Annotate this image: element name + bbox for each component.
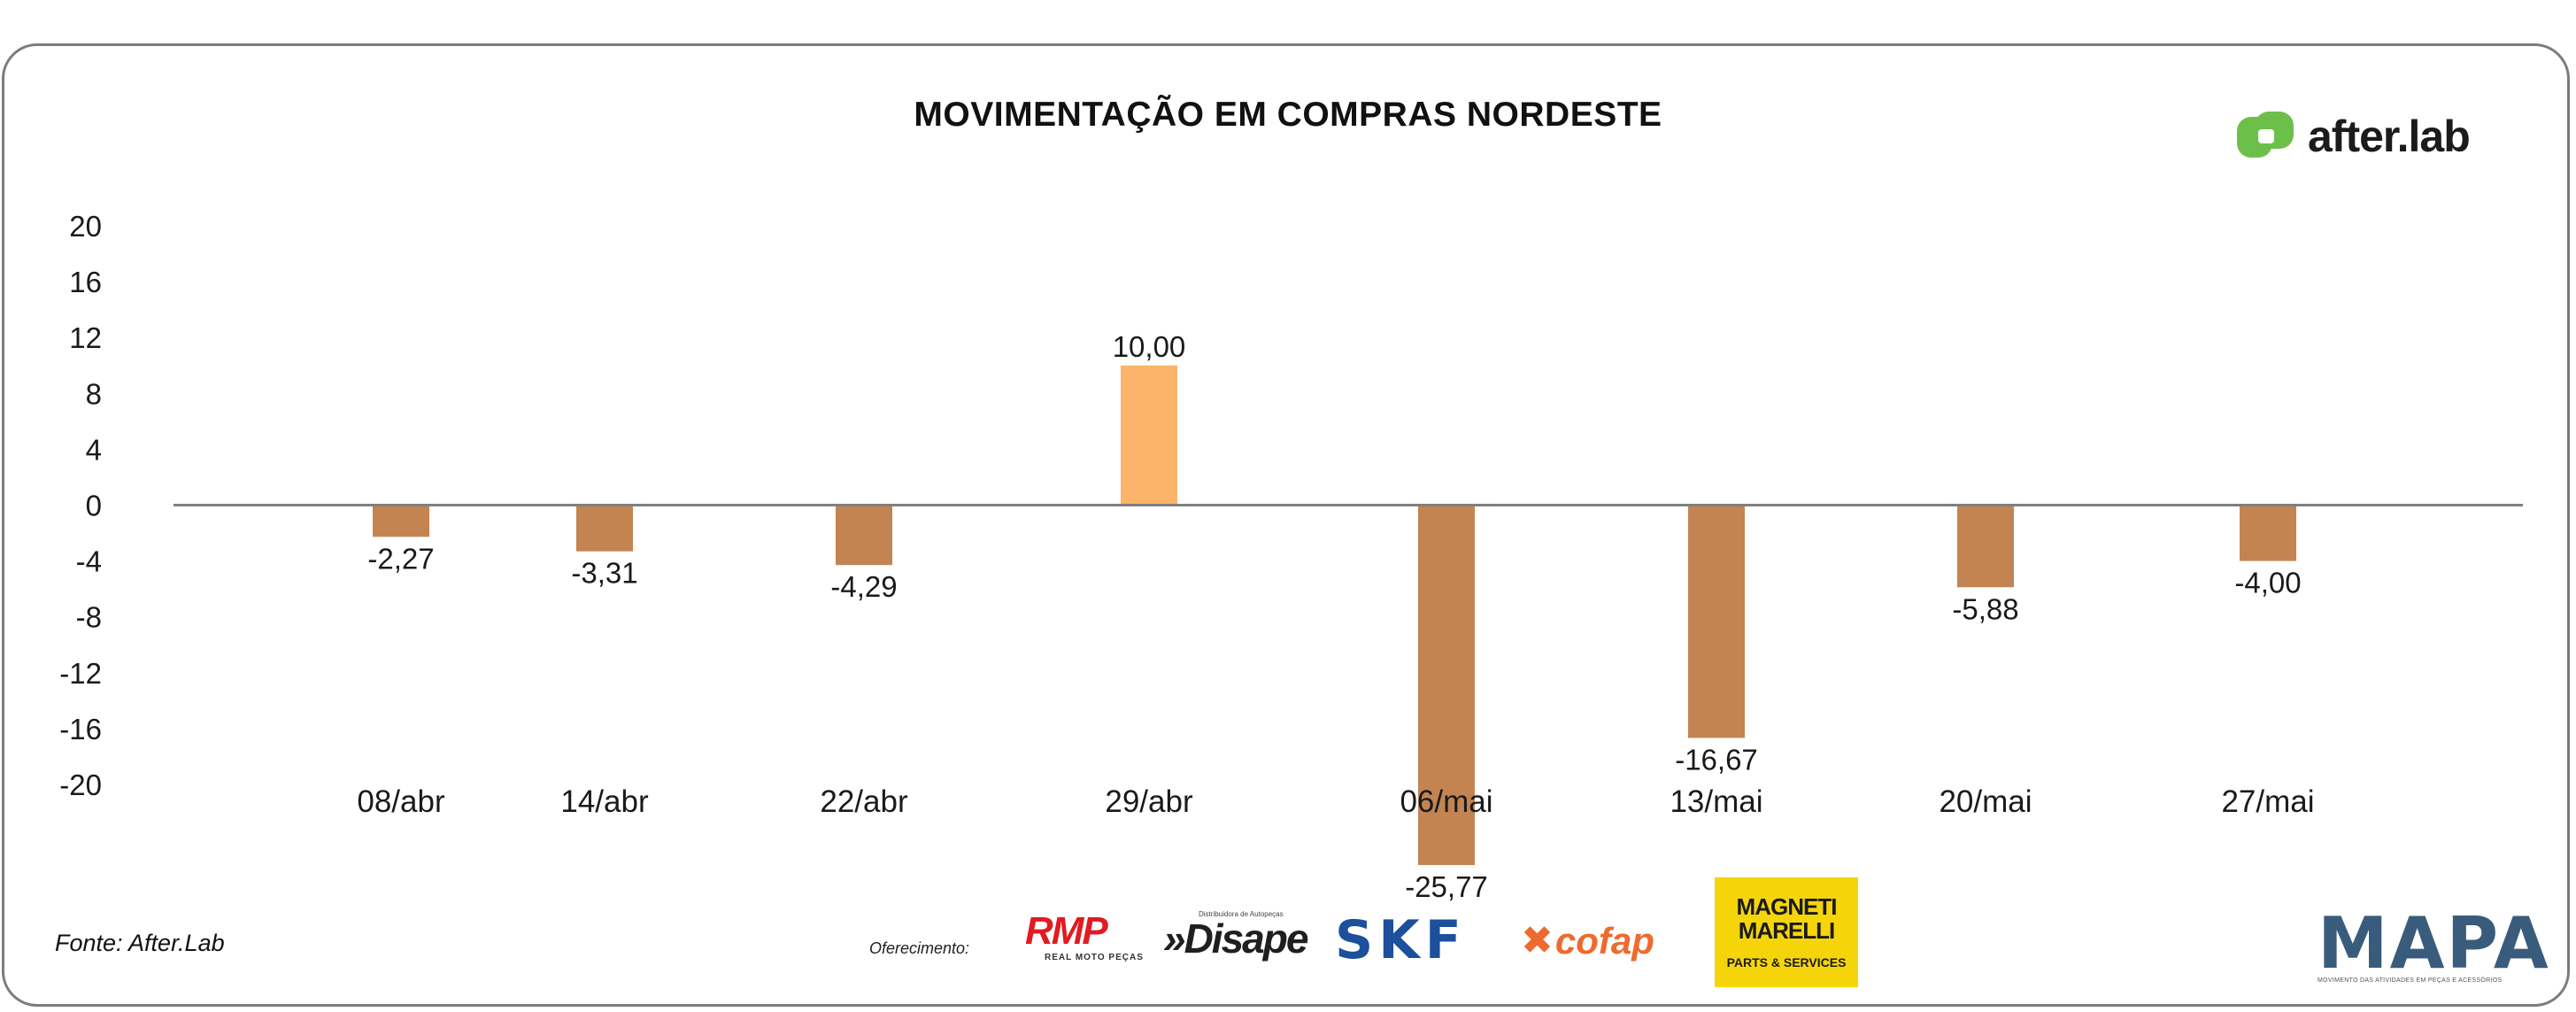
cofap-logo: ✖ cofap	[1521, 919, 1689, 963]
skf-logo-mark: SKF	[1335, 914, 1503, 967]
x-category-label: 14/abr	[560, 784, 649, 819]
x-category-label: 13/mai	[1670, 784, 1762, 819]
y-tick-label: 8	[86, 377, 102, 410]
disape-logo: Distribuidora de Autopeças »Disape	[1163, 910, 1318, 963]
mapa-logo-mark: MAPA	[2318, 910, 2514, 977]
x-category-label: 06/mai	[1400, 784, 1492, 819]
y-tick-label: -8	[76, 601, 102, 634]
bar-27-mai	[2240, 506, 2296, 561]
rmp-logo-mark: RMP	[1025, 912, 1144, 951]
y-tick-label: 0	[86, 490, 102, 522]
data-label: -16,67	[1675, 743, 1758, 776]
magneti-marelli-logo-tagline: PARTS & SERVICES	[1727, 955, 1847, 970]
skf-logo: SKF	[1335, 914, 1503, 967]
data-label: 10,00	[1113, 330, 1186, 363]
brand-name: after.lab	[2308, 111, 2470, 162]
data-label: -25,77	[1405, 870, 1488, 903]
mapa-logo-tagline: MOVIMENTO DAS ATIVIDADES EM PEÇAS E ACES…	[2318, 977, 2514, 984]
data-label: -2,27	[367, 542, 434, 575]
data-label: -5,88	[1952, 592, 2018, 625]
bar-29-abr	[1121, 366, 1177, 506]
x-category-label: 22/abr	[820, 784, 908, 819]
disape-logo-mark: »Disape	[1163, 918, 1318, 959]
mapa-logo: MAPA MOVIMENTO DAS ATIVIDADES EM PEÇAS E…	[2318, 910, 2514, 981]
sponsor-label: Oferecimento:	[869, 939, 969, 958]
rmp-logo: RMP REAL MOTO PEÇAS	[1025, 912, 1144, 965]
bar-08-abr	[373, 506, 429, 537]
x-category-label: 27/mai	[2221, 784, 2314, 819]
magneti-marelli-logo: MAGNETI MARELLI PARTS & SERVICES	[1715, 877, 1858, 987]
after-lab-logo-icon	[2235, 110, 2299, 163]
y-tick-label: 4	[86, 433, 102, 466]
data-label: -3,31	[571, 557, 637, 590]
x-category-label: 20/mai	[1939, 784, 2032, 819]
y-tick-label: -4	[76, 545, 102, 578]
y-tick-label: -20	[59, 769, 102, 801]
cofap-logo-mark: cofap	[1555, 922, 1654, 961]
x-category-label: 29/abr	[1105, 784, 1193, 819]
bar-20-mai	[1957, 506, 2014, 588]
y-tick-label: 20	[69, 210, 102, 243]
bar-13-mai	[1688, 506, 1745, 738]
data-label: -4,29	[830, 570, 897, 603]
after-lab-logo: after.lab	[2235, 110, 2470, 163]
source-note: Fonte: After.Lab	[55, 930, 225, 957]
magneti-marelli-logo-mark: MAGNETI MARELLI	[1733, 895, 1839, 943]
y-tick-label: 12	[69, 321, 102, 354]
bar-14-abr	[576, 506, 633, 552]
y-axis-ticks: 20 16 12 8 4 0 -4 -8 -12 -16 -20	[59, 210, 102, 801]
cofap-logo-icon: ✖	[1521, 922, 1554, 961]
category-labels: 08/abr 14/abr 22/abr 29/abr 06/mai 13/mai 20/m…	[357, 784, 2314, 819]
x-category-label: 08/abr	[357, 784, 445, 819]
y-tick-label: 16	[69, 266, 102, 298]
y-tick-label: -16	[59, 713, 102, 745]
bar-22-abr	[836, 506, 892, 566]
data-label: -4,00	[2234, 567, 2301, 599]
rmp-logo-tagline: REAL MOTO PEÇAS	[1025, 953, 1144, 962]
y-tick-label: -12	[59, 657, 102, 690]
